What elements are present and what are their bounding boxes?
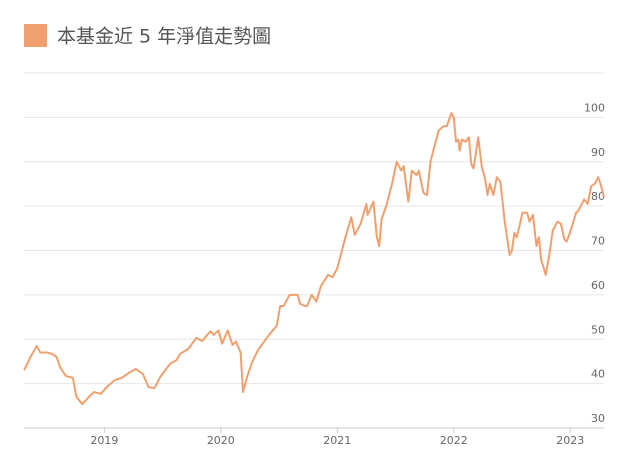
series-line	[23, 111, 605, 406]
y-tick-label: 40	[591, 368, 605, 381]
x-tick-label: 2022	[440, 434, 468, 447]
x-tick-label: 2019	[90, 434, 118, 447]
y-tick-label: 30	[591, 412, 605, 425]
y-tick-label: 100	[584, 101, 605, 114]
y-tick-label: 70	[591, 235, 605, 248]
x-tick-label: 2023	[556, 434, 584, 447]
legend-label: 本基金近 5 年淨值走勢圖	[57, 26, 271, 48]
y-tick-label: 60	[591, 279, 605, 292]
y-tick-label: 90	[591, 146, 605, 159]
y-tick-label: 50	[591, 323, 605, 336]
legend-swatch	[24, 24, 47, 47]
x-tick-label: 2020	[207, 434, 235, 447]
y-tick-label: 80	[591, 190, 605, 203]
x-tick-label: 2021	[323, 434, 351, 447]
